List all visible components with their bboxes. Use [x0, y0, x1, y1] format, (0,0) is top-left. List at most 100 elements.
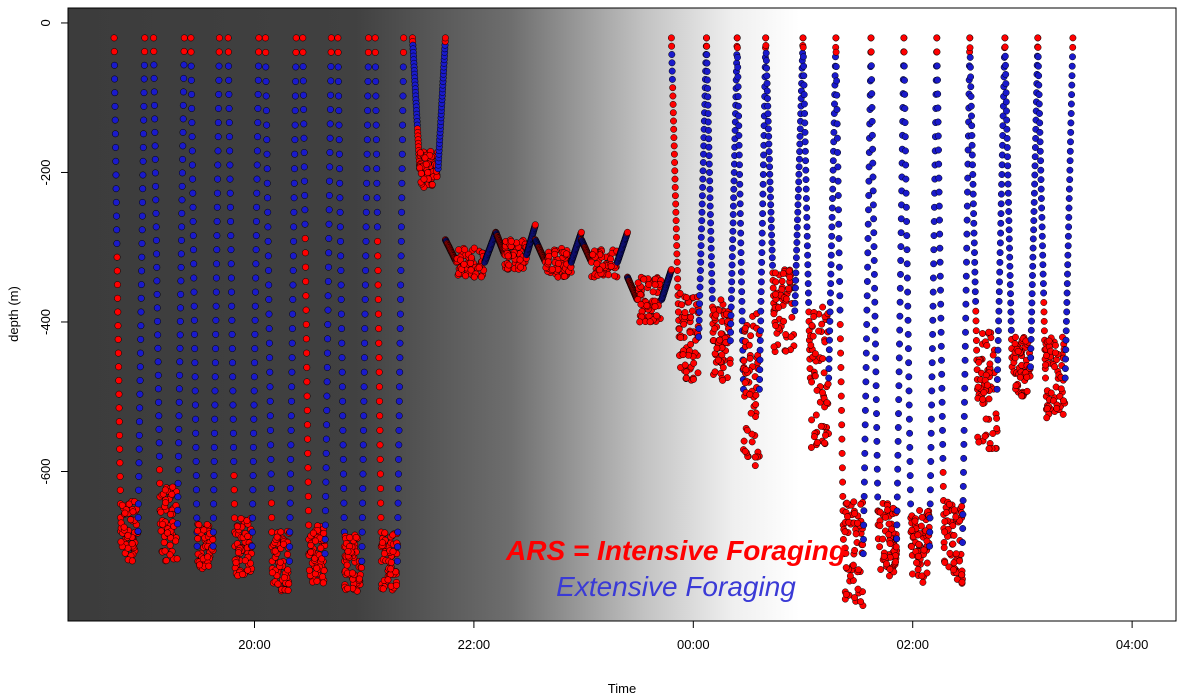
extensive-point — [863, 278, 871, 285]
extensive-point — [214, 161, 222, 169]
extensive-point — [177, 277, 185, 285]
extensive-point — [180, 88, 187, 96]
ars-point — [392, 581, 400, 589]
extensive-point — [1003, 107, 1010, 115]
extensive-point — [1039, 280, 1047, 288]
extensive-point — [960, 454, 968, 462]
extensive-point — [263, 150, 271, 158]
ars-point — [604, 271, 612, 279]
extensive-point — [765, 140, 773, 148]
ars-point — [118, 501, 126, 509]
ars-point — [319, 579, 327, 587]
extensive-point — [228, 288, 235, 296]
extensive-point — [396, 368, 404, 376]
ars-point — [159, 520, 167, 528]
extensive-point — [1067, 128, 1075, 136]
extensive-point — [395, 426, 403, 434]
extensive-point — [860, 492, 868, 500]
ars-point — [941, 518, 949, 526]
extensive-point — [213, 232, 221, 240]
ars-point — [1069, 34, 1077, 42]
extensive-point — [228, 330, 236, 338]
ars-point — [1051, 363, 1059, 371]
extensive-point — [938, 370, 946, 378]
extensive-point — [758, 239, 766, 247]
extensive-point — [1035, 100, 1043, 108]
extensive-point — [249, 514, 256, 522]
ars-point — [671, 192, 679, 200]
extensive-point — [323, 406, 331, 414]
extensive-point — [993, 385, 1001, 393]
ars-point — [374, 267, 382, 274]
ars-point — [808, 322, 816, 329]
extensive-point — [397, 296, 405, 303]
extensive-point — [373, 208, 381, 216]
extensive-point — [1031, 162, 1039, 170]
extensive-point — [139, 171, 147, 179]
extensive-point — [300, 106, 308, 113]
ars-point — [719, 364, 727, 372]
extensive-point — [360, 412, 368, 420]
ars-point — [375, 354, 383, 362]
ars-point — [120, 523, 128, 531]
extensive-point — [288, 383, 296, 391]
ars-point — [842, 590, 850, 598]
ars-point — [517, 263, 525, 271]
extensive-point — [265, 281, 273, 289]
extensive-point — [252, 274, 260, 282]
extensive-point — [870, 270, 878, 278]
extensive-point — [872, 382, 880, 390]
extensive-point — [152, 182, 160, 190]
extensive-point — [728, 286, 736, 294]
extensive-point — [191, 359, 199, 367]
ars-point — [162, 557, 170, 565]
extensive-point — [903, 246, 911, 254]
extensive-point — [868, 76, 876, 84]
ars-point — [204, 553, 212, 561]
extensive-point — [835, 235, 843, 242]
x-tick-label: 20:00 — [238, 637, 271, 652]
extensive-point — [214, 189, 221, 197]
extensive-point — [995, 297, 1003, 305]
extensive-point — [704, 84, 712, 92]
ars-point — [304, 464, 312, 472]
ars-point — [561, 272, 569, 280]
extensive-point — [873, 437, 881, 445]
extensive-point — [289, 252, 297, 260]
extensive-point — [1002, 98, 1010, 106]
extensive-point — [252, 260, 260, 268]
ars-point — [687, 313, 695, 321]
extensive-point — [757, 297, 765, 305]
extensive-point — [262, 92, 270, 100]
extensive-point — [737, 249, 745, 257]
extensive-point — [140, 61, 148, 69]
extensive-point — [229, 429, 237, 437]
ars-point — [911, 517, 919, 525]
extensive-point — [363, 150, 371, 158]
ars-point — [544, 258, 552, 266]
extensive-point — [872, 368, 880, 376]
extensive-point — [192, 429, 200, 437]
ars-point — [714, 356, 722, 364]
extensive-point — [873, 424, 881, 431]
ars-point — [334, 48, 342, 56]
extensive-point — [764, 117, 772, 125]
extensive-point — [372, 78, 380, 85]
ars-point — [918, 513, 926, 521]
extensive-point — [860, 478, 868, 486]
ars-point — [1057, 385, 1065, 393]
extensive-point — [138, 226, 146, 234]
extensive-point — [871, 284, 879, 292]
ars-point — [670, 117, 677, 125]
ars-point — [747, 409, 755, 417]
extensive-point — [959, 511, 967, 518]
ars-point — [838, 449, 846, 457]
extensive-point — [339, 455, 347, 463]
ars-point — [952, 550, 960, 558]
ars-point — [683, 294, 690, 301]
ars-point — [1045, 337, 1053, 345]
extensive-point — [335, 107, 343, 115]
extensive-point — [251, 316, 259, 324]
extensive-point — [176, 358, 184, 366]
ars-point — [950, 531, 958, 539]
